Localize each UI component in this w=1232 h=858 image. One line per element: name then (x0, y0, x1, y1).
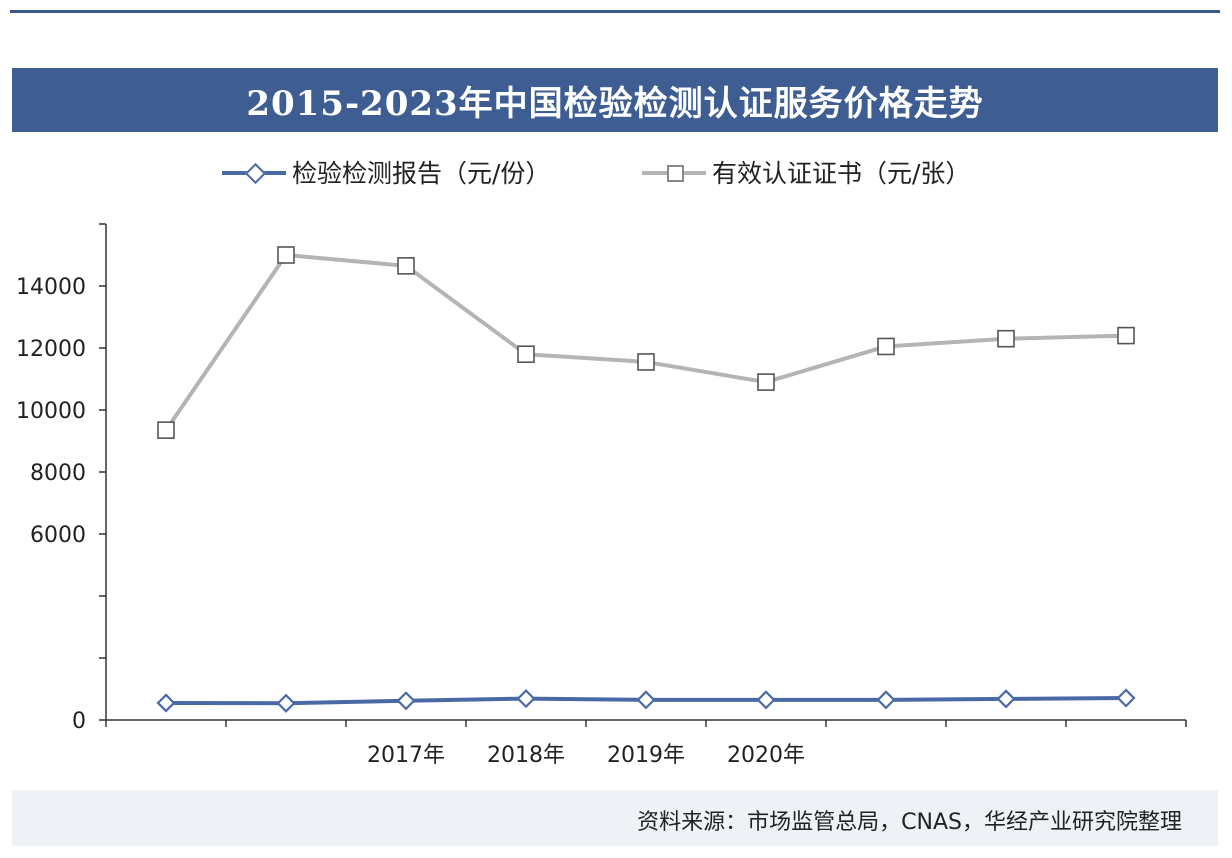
point-inspection-report (1116, 688, 1136, 708)
legend-label-certificate: 有效认证证书（元/张） (712, 159, 971, 188)
y-tick-label: 14000 (16, 275, 86, 300)
point-certificate (1117, 326, 1135, 345)
legend: 检验检测报告（元/份） 有效认证证书（元/张） (0, 152, 1232, 192)
x-tick-label: 2020年 (727, 743, 805, 768)
point-inspection-report (756, 690, 776, 710)
point-certificate (877, 337, 895, 356)
point-certificate (397, 257, 415, 275)
point-inspection-report (516, 689, 536, 709)
y-tick-label: 10000 (16, 399, 86, 424)
x-tick-label: 2019年 (607, 743, 685, 768)
legend-marker-inspection-report (222, 152, 286, 192)
point-inspection-report (636, 690, 656, 710)
chart-title: 2015-2023年中国检验检测认证服务价格走势 (246, 83, 984, 124)
point-certificate (517, 345, 535, 364)
point-certificate (757, 373, 775, 391)
y-tick-label: 12000 (16, 337, 86, 362)
point-inspection-report (996, 689, 1016, 709)
point-inspection-report (156, 693, 176, 713)
legend-marker-certificate (642, 152, 706, 192)
source-note: 资料来源：市场监管总局，CNAS，华经产业研究院整理 (637, 810, 1182, 835)
footer: 资料来源：市场监管总局，CNAS，华经产业研究院整理 (12, 790, 1218, 846)
legend-item-inspection-report: 检验检测报告（元/份） (222, 152, 550, 192)
point-certificate (277, 246, 295, 264)
legend-item-certificate: 有效认证证书（元/张） (642, 152, 970, 192)
y-tick-label: 8000 (30, 461, 86, 486)
x-tick-label: 2018年 (487, 743, 565, 768)
point-certificate (997, 329, 1015, 348)
y-tick-label: 0 (72, 709, 86, 734)
point-inspection-report (276, 693, 296, 713)
point-inspection-report (876, 690, 896, 710)
point-inspection-report (396, 691, 416, 711)
point-certificate (157, 421, 175, 439)
series-line-certificate (164, 253, 1127, 432)
legend-label-inspection-report: 检验检测报告（元/份） (292, 159, 551, 188)
chart-frame (10, 10, 1220, 849)
line-chart: 0 6000 8000 10000 12000 14000 2017年 2018年 2019年 2… (16, 223, 1187, 768)
y-tick-label: 6000 (30, 523, 86, 548)
x-tick-label: 2017年 (367, 743, 445, 768)
point-certificate (637, 353, 655, 371)
title-bar: 2015-2023年中国检验检测认证服务价格走势 (12, 68, 1218, 132)
